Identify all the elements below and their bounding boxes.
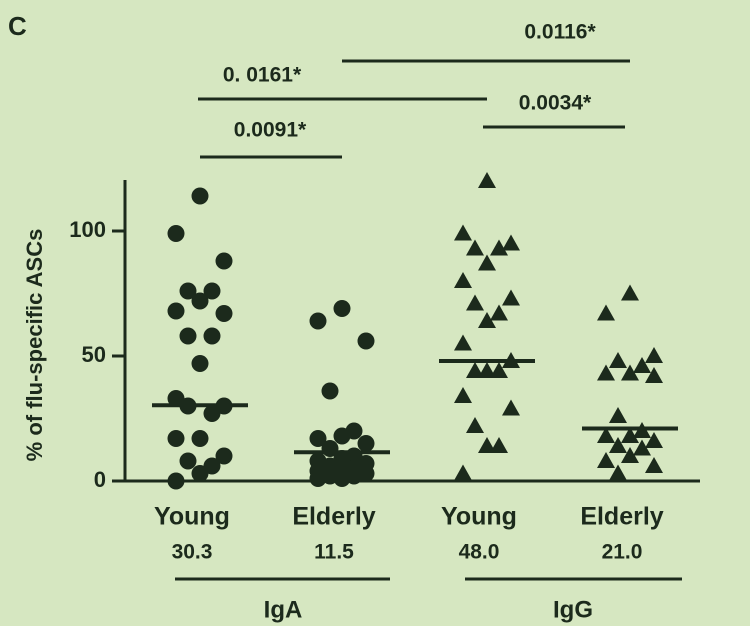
triangle (490, 437, 508, 453)
dot (191, 292, 209, 310)
triangle (633, 357, 651, 373)
triangle (645, 347, 663, 363)
triangle (454, 272, 472, 288)
triangle (502, 234, 520, 251)
triangle (490, 362, 508, 378)
dot (215, 252, 233, 270)
median-label: 21.0 (602, 541, 643, 564)
dot (179, 327, 197, 345)
comparison-label: 0.0116* (524, 21, 596, 44)
triangle (597, 304, 615, 321)
triangle (454, 224, 472, 241)
dot (333, 427, 351, 445)
triangle (621, 447, 639, 463)
triangle (502, 399, 520, 416)
triangle (466, 294, 484, 311)
triangle (502, 289, 520, 306)
triangle (609, 464, 627, 481)
triangle (609, 352, 627, 368)
comparison-label: 0.0034* (519, 92, 592, 115)
triangle (609, 437, 627, 453)
triangle (597, 452, 615, 468)
dot (321, 382, 339, 400)
dot (309, 430, 327, 447)
triangle (478, 172, 496, 188)
triangle (621, 364, 639, 381)
x-tick-label: Elderly (292, 503, 375, 531)
dot (203, 405, 221, 422)
dot (191, 465, 209, 482)
triangle (621, 427, 639, 443)
triangle (645, 432, 663, 448)
triangle (609, 407, 627, 423)
x-tick-label: Young (441, 503, 517, 531)
dot (167, 472, 185, 490)
dot (203, 327, 221, 345)
triangle (466, 417, 484, 433)
dot (333, 300, 351, 317)
dot (333, 470, 351, 487)
triangle (478, 437, 496, 453)
triangle (478, 362, 496, 378)
dot (167, 225, 185, 242)
comparison-label: 0. 0161* (223, 64, 302, 87)
dot (179, 282, 197, 300)
y-tick-label: 0 (94, 467, 106, 492)
triangle (597, 364, 615, 381)
y-tick-label: 100 (69, 217, 106, 242)
triangle (466, 362, 484, 378)
triangle (454, 334, 472, 351)
triangle (478, 254, 496, 271)
triangle (490, 304, 508, 321)
dot (215, 447, 233, 465)
triangle (597, 427, 615, 443)
median-label: 11.5 (314, 541, 354, 564)
y-axis-label: % of flu-specific ASCs (22, 229, 47, 462)
dot (167, 302, 185, 320)
triangle (478, 312, 496, 328)
median-label: 48.0 (459, 541, 500, 564)
dot (191, 430, 209, 447)
x-tick-label: Elderly (580, 503, 663, 531)
y-tick-label: 50 (82, 342, 106, 367)
dot (309, 470, 327, 487)
group-label: IgG (553, 596, 593, 623)
triangle (645, 367, 663, 383)
dot (191, 355, 209, 372)
dot (167, 430, 185, 447)
triangle (490, 239, 508, 256)
triangle (466, 239, 484, 256)
dot (357, 435, 375, 452)
dot (357, 332, 375, 350)
dot (215, 305, 233, 322)
x-tick-label: Young (154, 503, 230, 531)
triangle (633, 439, 651, 456)
dot (179, 452, 197, 470)
triangle (621, 284, 639, 301)
median-label: 30.3 (172, 541, 213, 564)
dot (309, 312, 327, 330)
dot (203, 282, 221, 300)
triangle (454, 387, 472, 403)
triangle (454, 464, 472, 481)
group-label: IgA (264, 596, 303, 623)
dot (191, 187, 209, 205)
panel-label: C (8, 11, 27, 41)
comparison-label: 0.0091* (234, 119, 307, 142)
triangle (645, 457, 663, 473)
